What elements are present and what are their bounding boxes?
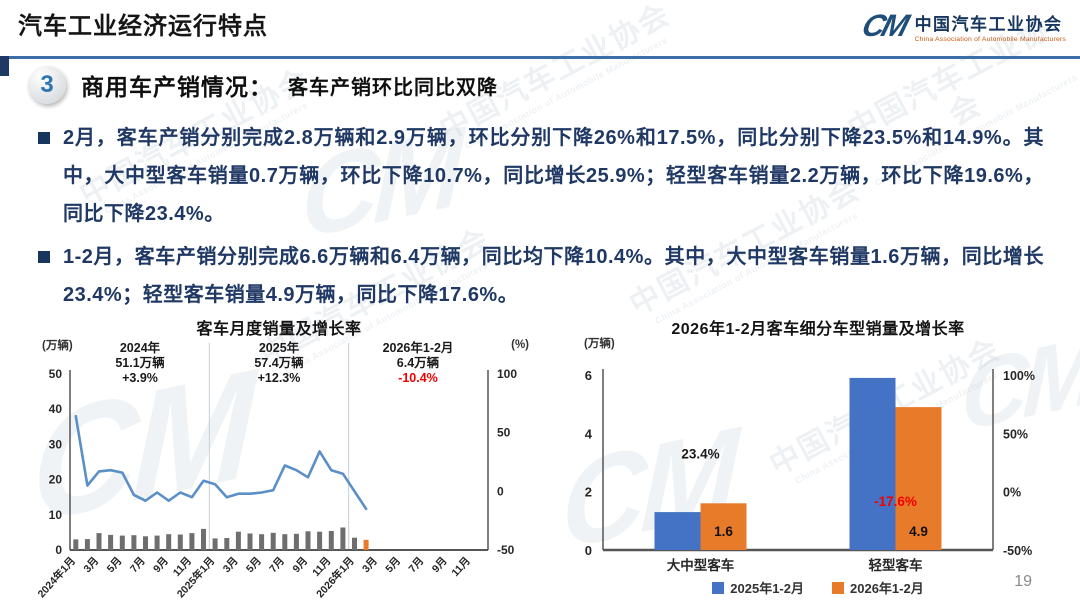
section-heading-sub: 客车产销环比同比双降 <box>288 76 498 99</box>
svg-text:3月: 3月 <box>81 555 101 575</box>
svg-text:50%: 50% <box>1003 427 1028 441</box>
bullet-square-icon <box>38 132 50 144</box>
svg-text:0: 0 <box>497 484 504 498</box>
svg-text:9月: 9月 <box>151 555 171 575</box>
svg-text:4.9: 4.9 <box>909 524 928 539</box>
svg-text:5月: 5月 <box>383 555 403 575</box>
divider-notch <box>0 56 9 76</box>
svg-text:50: 50 <box>497 426 511 440</box>
svg-text:7月: 7月 <box>406 555 426 575</box>
svg-text:9月: 9月 <box>290 555 310 575</box>
svg-text:9月: 9月 <box>430 555 450 575</box>
svg-text:5月: 5月 <box>244 555 264 575</box>
caam-logo-icon: CM <box>858 8 911 43</box>
caam-logo-text: 中国汽车工业协会 China Association of Automobile… <box>915 10 1066 43</box>
header-divider <box>0 56 1080 76</box>
bullet-list: 2月，客车产销分别完成2.8万辆和2.9万辆，环比分别下降26%和17.5%，同… <box>38 119 1044 319</box>
svg-text:大中型客车: 大中型客车 <box>667 557 735 573</box>
left-chart-unit-left: (万辆) <box>42 340 73 352</box>
section-heading: 3 商用车产销情况： 客车产销环比同比双降 <box>28 66 498 104</box>
svg-text:100: 100 <box>497 367 517 381</box>
svg-text:23.4%: 23.4% <box>681 446 719 461</box>
chart-legend: 2025年1-2月 2026年1-2月 <box>558 578 1078 597</box>
annotation-2025: 2025年 57.4万辆 +12.3% <box>254 341 304 385</box>
svg-text:30: 30 <box>49 437 63 451</box>
section-heading-main: 商用车产销情况： <box>81 74 273 100</box>
legend-item: 2026年1-2月 <box>832 578 924 597</box>
bullet-item: 2月，客车产销分别完成2.8万辆和2.9万辆，环比分别下降26%和17.5%，同… <box>38 119 1044 233</box>
svg-text:3月: 3月 <box>360 555 380 575</box>
bullet-text: 2月，客车产销分别完成2.8万辆和2.9万辆，环比分别下降26%和17.5%，同… <box>63 127 1044 225</box>
right-chart-title: 2026年1-2月客车细分车型销量及增长率 <box>671 321 965 338</box>
svg-text:-50%: -50% <box>1003 544 1032 558</box>
annotation-2026: 2026年1-2月 6.4万辆 -10.4% <box>382 341 454 385</box>
svg-text:7月: 7月 <box>267 555 287 575</box>
section-number-badge: 3 <box>28 66 66 104</box>
svg-text:10: 10 <box>49 508 63 522</box>
svg-text:6: 6 <box>585 368 592 383</box>
svg-text:11月: 11月 <box>449 555 472 579</box>
left-chart-title: 客车月度销量及增长率 <box>196 321 362 338</box>
legend-item: 2025年1-2月 <box>712 578 804 597</box>
segment-sales-chart-panel: 2026年1-2月客车细分车型销量及增长率 (万辆) 0 2 4 6 100% 50% 0%… <box>558 315 1078 607</box>
svg-text:轻型客车: 轻型客车 <box>869 557 923 573</box>
logo-name-en: China Association of Automobile Manufact… <box>914 35 1066 43</box>
bullet-text: 1-2月，客车产销分别完成6.6万辆和6.4万辆，同比均下降10.4%。其中，大… <box>63 246 1044 306</box>
svg-text:3月: 3月 <box>221 555 241 575</box>
svg-text:0%: 0% <box>1003 486 1021 500</box>
svg-text:5月: 5月 <box>105 555 125 575</box>
legend-swatch-icon <box>832 581 844 594</box>
svg-text:0: 0 <box>585 543 592 558</box>
svg-text:1.6: 1.6 <box>714 524 733 539</box>
monthly-sales-chart-panel: 客车月度销量及增长率 (万辆) (%) 0 10 20 30 40 50 -50 0 50 100… <box>30 315 545 607</box>
svg-text:7月: 7月 <box>128 555 148 575</box>
svg-text:100%: 100% <box>1003 369 1035 383</box>
caam-logo: CM 中国汽车工业协会 China Association of Automob… <box>858 8 1066 44</box>
svg-text:-50: -50 <box>497 543 515 557</box>
bullet-square-icon <box>38 251 50 263</box>
page-title: 汽车工业经济运行特点 <box>18 13 268 40</box>
annotation-2024: 2024年 51.1万辆 +3.9% <box>115 341 165 385</box>
left-chart-unit-right: (%) <box>511 339 529 351</box>
right-chart-unit-left: (万辆) <box>584 338 615 350</box>
svg-text:20: 20 <box>49 473 63 487</box>
segment-sales-chart: 0 2 4 6 100% 50% 0% -50% 1.6 23.4% 大中型客车 4.9 -17.6% 轻… <box>585 368 1035 573</box>
svg-text:4: 4 <box>585 426 593 441</box>
logo-name-cn: 中国汽车工业协会 <box>914 14 1063 34</box>
page-number: 19 <box>1014 573 1032 590</box>
svg-text:50: 50 <box>49 367 63 381</box>
svg-text:40: 40 <box>49 402 63 416</box>
svg-text:-17.6%: -17.6% <box>874 494 917 509</box>
legend-label: 2025年1-2月 <box>730 581 804 596</box>
bullet-item: 1-2月，客车产销分别完成6.6万辆和6.4万辆，同比均下降10.4%。其中，大… <box>38 238 1044 314</box>
svg-text:2: 2 <box>585 485 592 500</box>
legend-swatch-icon <box>712 581 725 594</box>
svg-text:0: 0 <box>55 543 62 557</box>
legend-label: 2026年1-2月 <box>850 581 924 596</box>
svg-text:2024年1月: 2024年1月 <box>35 554 78 600</box>
